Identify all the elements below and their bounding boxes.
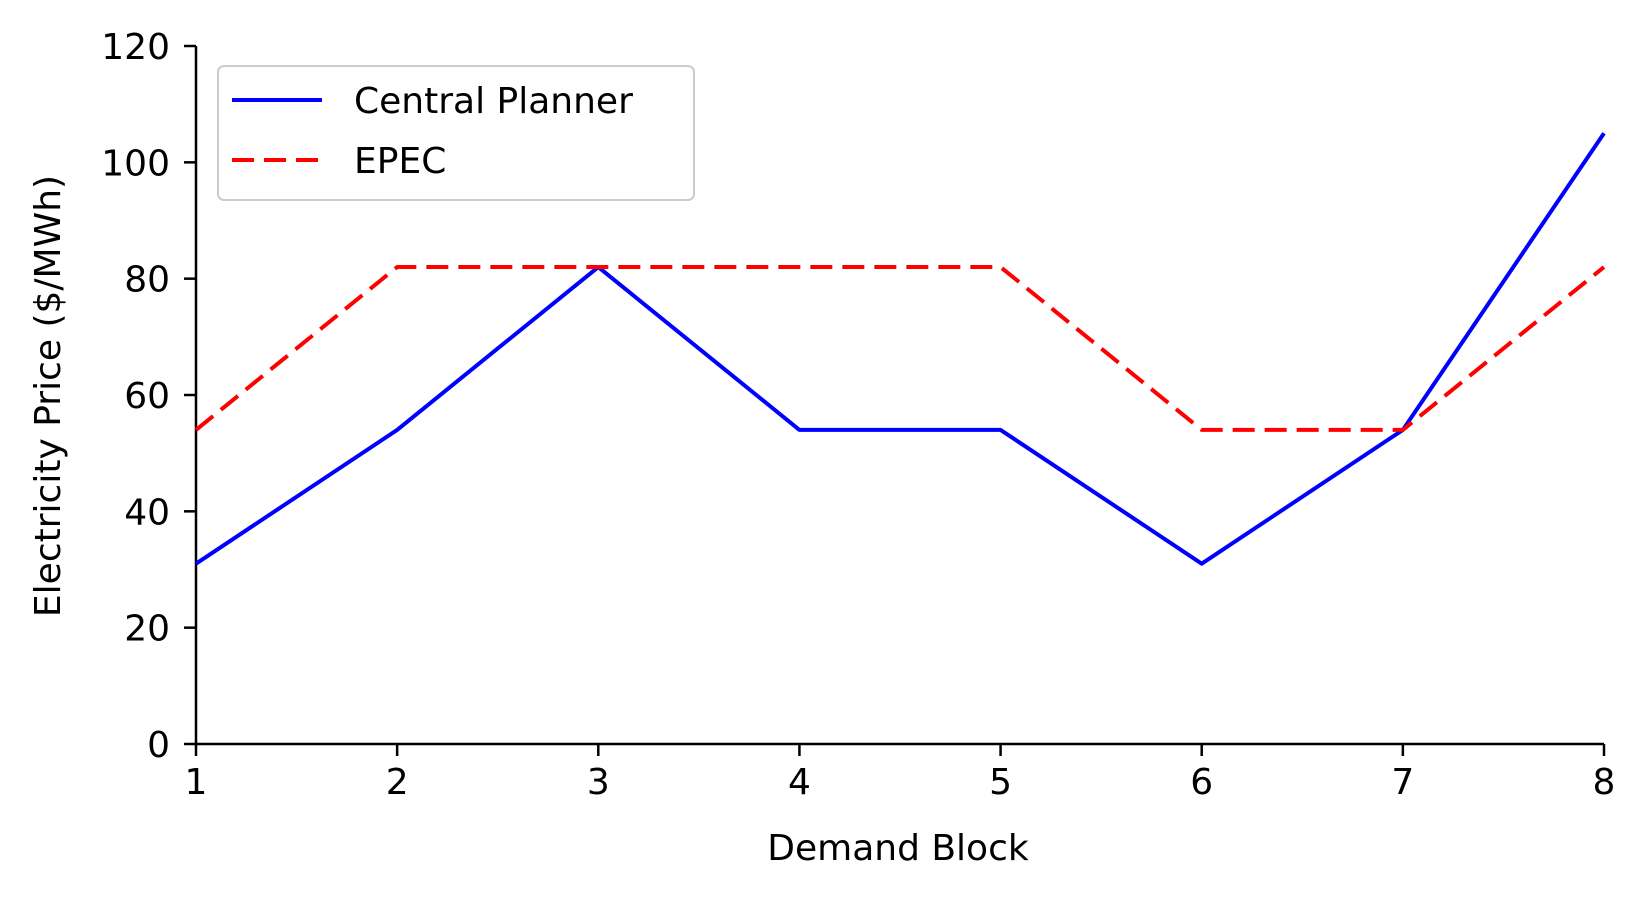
- legend-label-epec: EPEC: [354, 141, 446, 182]
- y-tick-label: 60: [124, 376, 170, 417]
- x-tick-label: 1: [185, 762, 208, 803]
- y-tick-label: 120: [101, 27, 170, 68]
- x-tick-label: 4: [788, 762, 811, 803]
- y-axis-title: Electricity Price ($/MWh): [28, 175, 69, 617]
- x-axis-title: Demand Block: [767, 828, 1029, 869]
- legend-label-central-planner: Central Planner: [354, 81, 633, 122]
- y-tick-label: 0: [147, 725, 170, 766]
- x-tick-label: 7: [1391, 762, 1414, 803]
- y-tick-label: 20: [124, 609, 170, 650]
- x-tick-label: 5: [989, 762, 1012, 803]
- series-line-epec: [196, 267, 1604, 430]
- y-tick-label: 40: [124, 492, 170, 533]
- y-tick-label: 100: [101, 143, 170, 184]
- x-tick-label: 8: [1593, 762, 1616, 803]
- legend: Central Planner EPEC: [218, 66, 694, 200]
- x-tick-label: 2: [386, 762, 409, 803]
- x-tick-label: 6: [1190, 762, 1213, 803]
- x-tick-label: 3: [587, 762, 610, 803]
- y-tick-label: 80: [124, 260, 170, 301]
